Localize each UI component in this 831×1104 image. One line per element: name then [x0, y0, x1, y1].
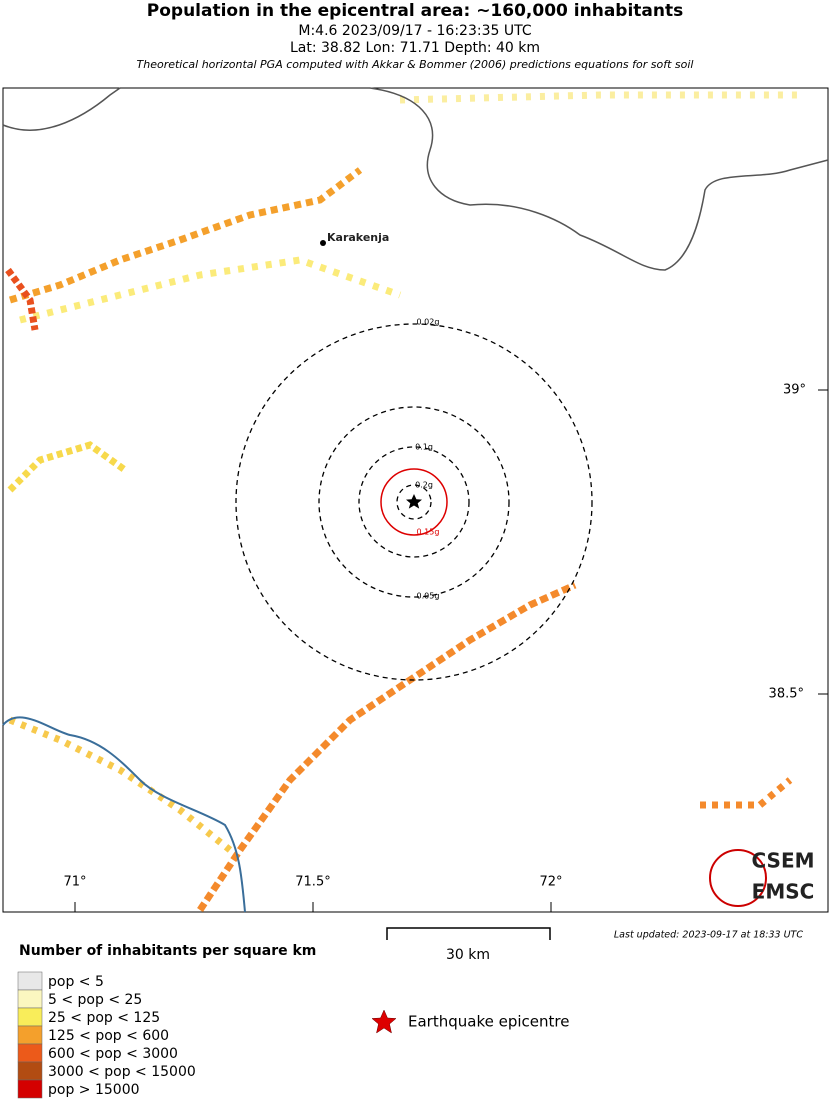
pop-strip: [19, 256, 402, 324]
legend-swatch: [17, 1007, 43, 1027]
legend-swatch: [17, 1043, 43, 1063]
logo-text: EMSC: [752, 880, 815, 904]
place-label: Karakenja: [327, 231, 389, 244]
contour-label: 0.05g: [417, 592, 440, 601]
legend-swatch: [17, 1061, 43, 1081]
scale-label: 30 km: [446, 947, 490, 963]
lat-label: 38.5°: [769, 687, 804, 702]
pop-strip: [700, 777, 793, 809]
legend-label: 25 < pop < 125: [48, 1010, 160, 1026]
logo: CSEM EMSC: [709, 849, 815, 907]
epicentre-star: [406, 494, 422, 509]
lon-label: 71.5°: [295, 875, 330, 890]
contours: [235, 323, 593, 681]
pop-strip: [399, 91, 800, 104]
epicentre-icon: [371, 1009, 397, 1034]
legend-label: 125 < pop < 600: [48, 1028, 169, 1044]
pop-strip: [5, 267, 39, 331]
legend-swatch: [17, 971, 43, 991]
legend-label: pop < 5: [48, 974, 104, 990]
logo-globe: [709, 849, 767, 907]
contour: [235, 323, 593, 681]
river: [2, 716, 246, 913]
contour-label: 0.2g: [415, 481, 433, 490]
note: Theoretical horizontal PGA computed with…: [137, 58, 694, 71]
contour: [358, 446, 470, 558]
contour-label: 0.15g: [417, 528, 440, 537]
subtitle: M:4.6 2023/09/17 - 16:23:35 UTC: [298, 23, 531, 39]
pop-strip: [8, 167, 363, 304]
contour-label: 0.02g: [417, 318, 440, 327]
legend-title: Number of inhabitants per square km: [19, 943, 316, 959]
legend-label: 5 < pop < 25: [48, 992, 142, 1008]
contour-label: 0.1g: [415, 443, 433, 452]
contour-red: [380, 468, 448, 536]
lon-label: 72°: [539, 875, 562, 890]
legend-label: 600 < pop < 3000: [48, 1046, 178, 1062]
legend-swatch: [17, 989, 43, 1009]
contour: [396, 484, 432, 520]
contour: [318, 406, 510, 598]
pop-strip: [7, 441, 128, 493]
legend-label: 3000 < pop < 15000: [48, 1064, 196, 1080]
logo-text: CSEM: [751, 849, 814, 873]
epicentre-label: Earthquake epicentre: [408, 1013, 569, 1031]
legend-swatch: [17, 1079, 43, 1099]
title: Population in the epicentral area: ~160,…: [147, 1, 683, 21]
pop-strip: [8, 716, 233, 853]
scale-bar: [386, 927, 551, 940]
legend-label: pop > 15000: [48, 1082, 140, 1098]
legend-swatch: [17, 1025, 43, 1045]
lon-label: 71°: [63, 875, 86, 890]
border: [2, 87, 829, 271]
updated: Last updated: 2023-09-17 at 18:33 UTC: [614, 930, 803, 941]
map: 0.02g 0.1g 0.2g 0.15g 0.05g Karakenja 39…: [2, 87, 829, 913]
lat-label: 39°: [783, 383, 806, 398]
subtitle: Lat: 38.82 Lon: 71.71 Depth: 40 km: [290, 40, 540, 56]
place-dot: [320, 240, 326, 246]
population: [5, 91, 800, 912]
pop-strip: [197, 581, 577, 912]
